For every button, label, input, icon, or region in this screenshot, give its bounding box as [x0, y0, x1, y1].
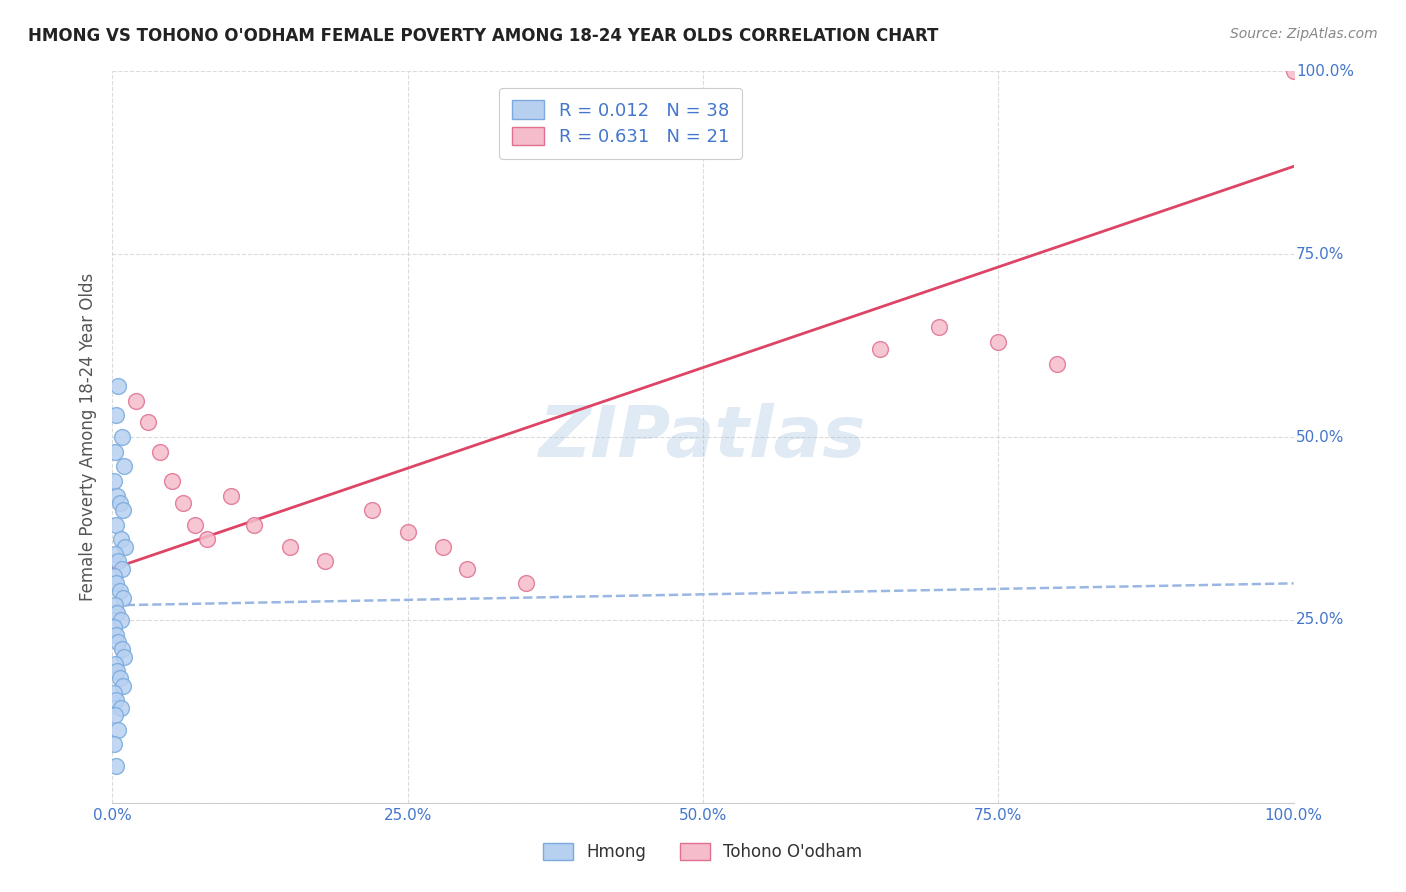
Point — [456, 562, 478, 576]
Point — [125, 393, 148, 408]
Point — [172, 496, 194, 510]
Point — [184, 517, 207, 532]
Point — [112, 649, 135, 664]
Point — [108, 496, 131, 510]
Point — [928, 320, 950, 334]
Point — [107, 379, 129, 393]
Point — [104, 708, 127, 723]
Point — [314, 554, 336, 568]
Point — [108, 583, 131, 598]
Text: ZIPatlas: ZIPatlas — [540, 402, 866, 472]
Point — [112, 591, 135, 605]
Point — [104, 657, 127, 671]
Text: HMONG VS TOHONO O'ODHAM FEMALE POVERTY AMONG 18-24 YEAR OLDS CORRELATION CHART: HMONG VS TOHONO O'ODHAM FEMALE POVERTY A… — [28, 27, 938, 45]
Text: Source: ZipAtlas.com: Source: ZipAtlas.com — [1230, 27, 1378, 41]
Point — [110, 613, 132, 627]
Point — [105, 664, 128, 678]
Point — [432, 540, 454, 554]
Y-axis label: Female Poverty Among 18-24 Year Olds: Female Poverty Among 18-24 Year Olds — [79, 273, 97, 601]
Point — [396, 525, 419, 540]
Point — [103, 474, 125, 488]
Point — [149, 444, 172, 458]
Point — [108, 672, 131, 686]
Point — [107, 635, 129, 649]
Point — [103, 620, 125, 634]
Point — [105, 408, 128, 422]
Point — [105, 576, 128, 591]
Point — [104, 599, 127, 613]
Point — [103, 737, 125, 751]
Point — [112, 679, 135, 693]
Point — [1046, 357, 1069, 371]
Text: 25.0%: 25.0% — [1296, 613, 1344, 627]
Point — [112, 459, 135, 474]
Point — [136, 416, 159, 430]
Point — [111, 430, 134, 444]
Text: 75.0%: 75.0% — [1296, 247, 1344, 261]
Point — [105, 517, 128, 532]
Point — [105, 759, 128, 773]
Point — [160, 474, 183, 488]
Point — [112, 503, 135, 517]
Point — [869, 343, 891, 357]
Point — [111, 642, 134, 657]
Point — [243, 517, 266, 532]
Text: 50.0%: 50.0% — [1296, 430, 1344, 444]
Point — [114, 540, 136, 554]
Point — [105, 606, 128, 620]
Point — [107, 554, 129, 568]
Point — [361, 503, 384, 517]
Point — [1282, 64, 1305, 78]
Point — [110, 700, 132, 714]
Point — [219, 489, 242, 503]
Point — [104, 444, 127, 458]
Legend: Hmong, Tohono O'odham: Hmong, Tohono O'odham — [537, 836, 869, 868]
Point — [107, 723, 129, 737]
Point — [103, 686, 125, 700]
Point — [195, 533, 218, 547]
Point — [987, 334, 1010, 349]
Point — [110, 533, 132, 547]
Point — [515, 576, 537, 591]
Point — [111, 562, 134, 576]
Point — [278, 540, 301, 554]
Point — [105, 627, 128, 641]
Point — [103, 569, 125, 583]
Point — [104, 547, 127, 561]
Point — [105, 489, 128, 503]
Text: 100.0%: 100.0% — [1296, 64, 1354, 78]
Point — [105, 693, 128, 707]
